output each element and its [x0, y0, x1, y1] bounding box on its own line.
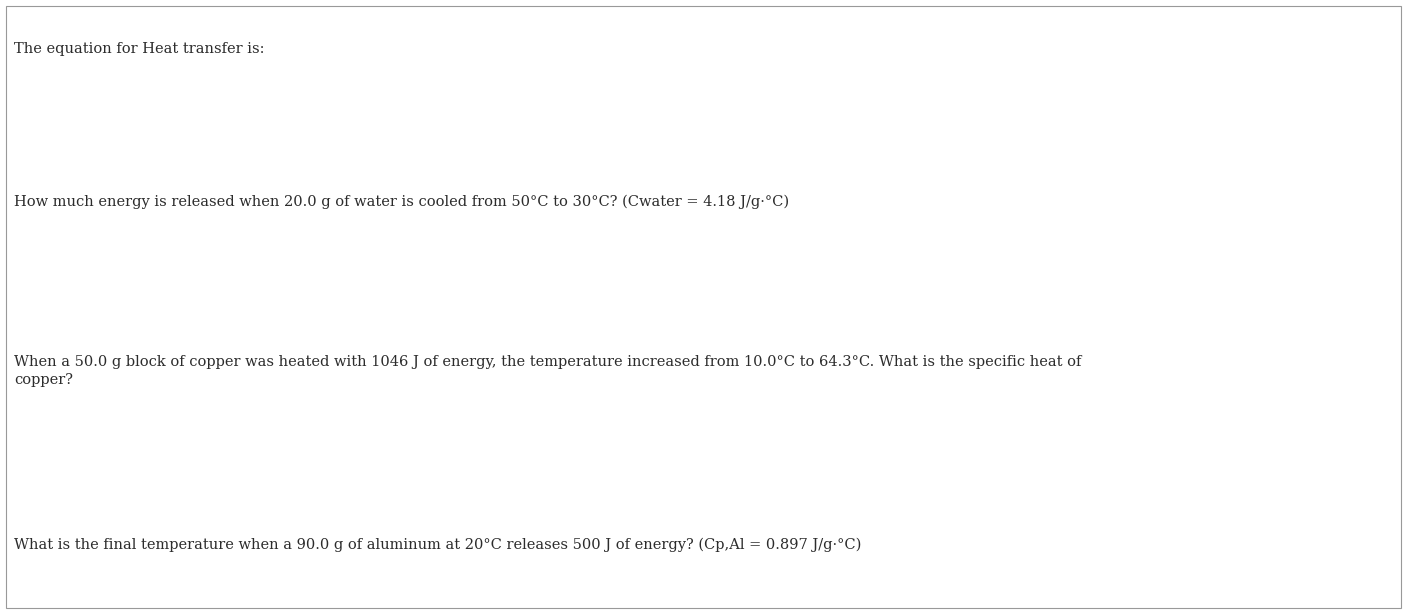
Text: When a 50.0 g block of copper was heated with 1046 J of energy, the temperature : When a 50.0 g block of copper was heated… — [14, 355, 1082, 387]
Text: What is the final temperature when a 90.0 g of aluminum at 20°C releases 500 J o: What is the final temperature when a 90.… — [14, 538, 861, 553]
Text: How much energy is released when 20.0 g of water is cooled from 50°C to 30°C? (C: How much energy is released when 20.0 g … — [14, 195, 789, 209]
Text: The equation for Heat transfer is:: The equation for Heat transfer is: — [14, 42, 265, 56]
